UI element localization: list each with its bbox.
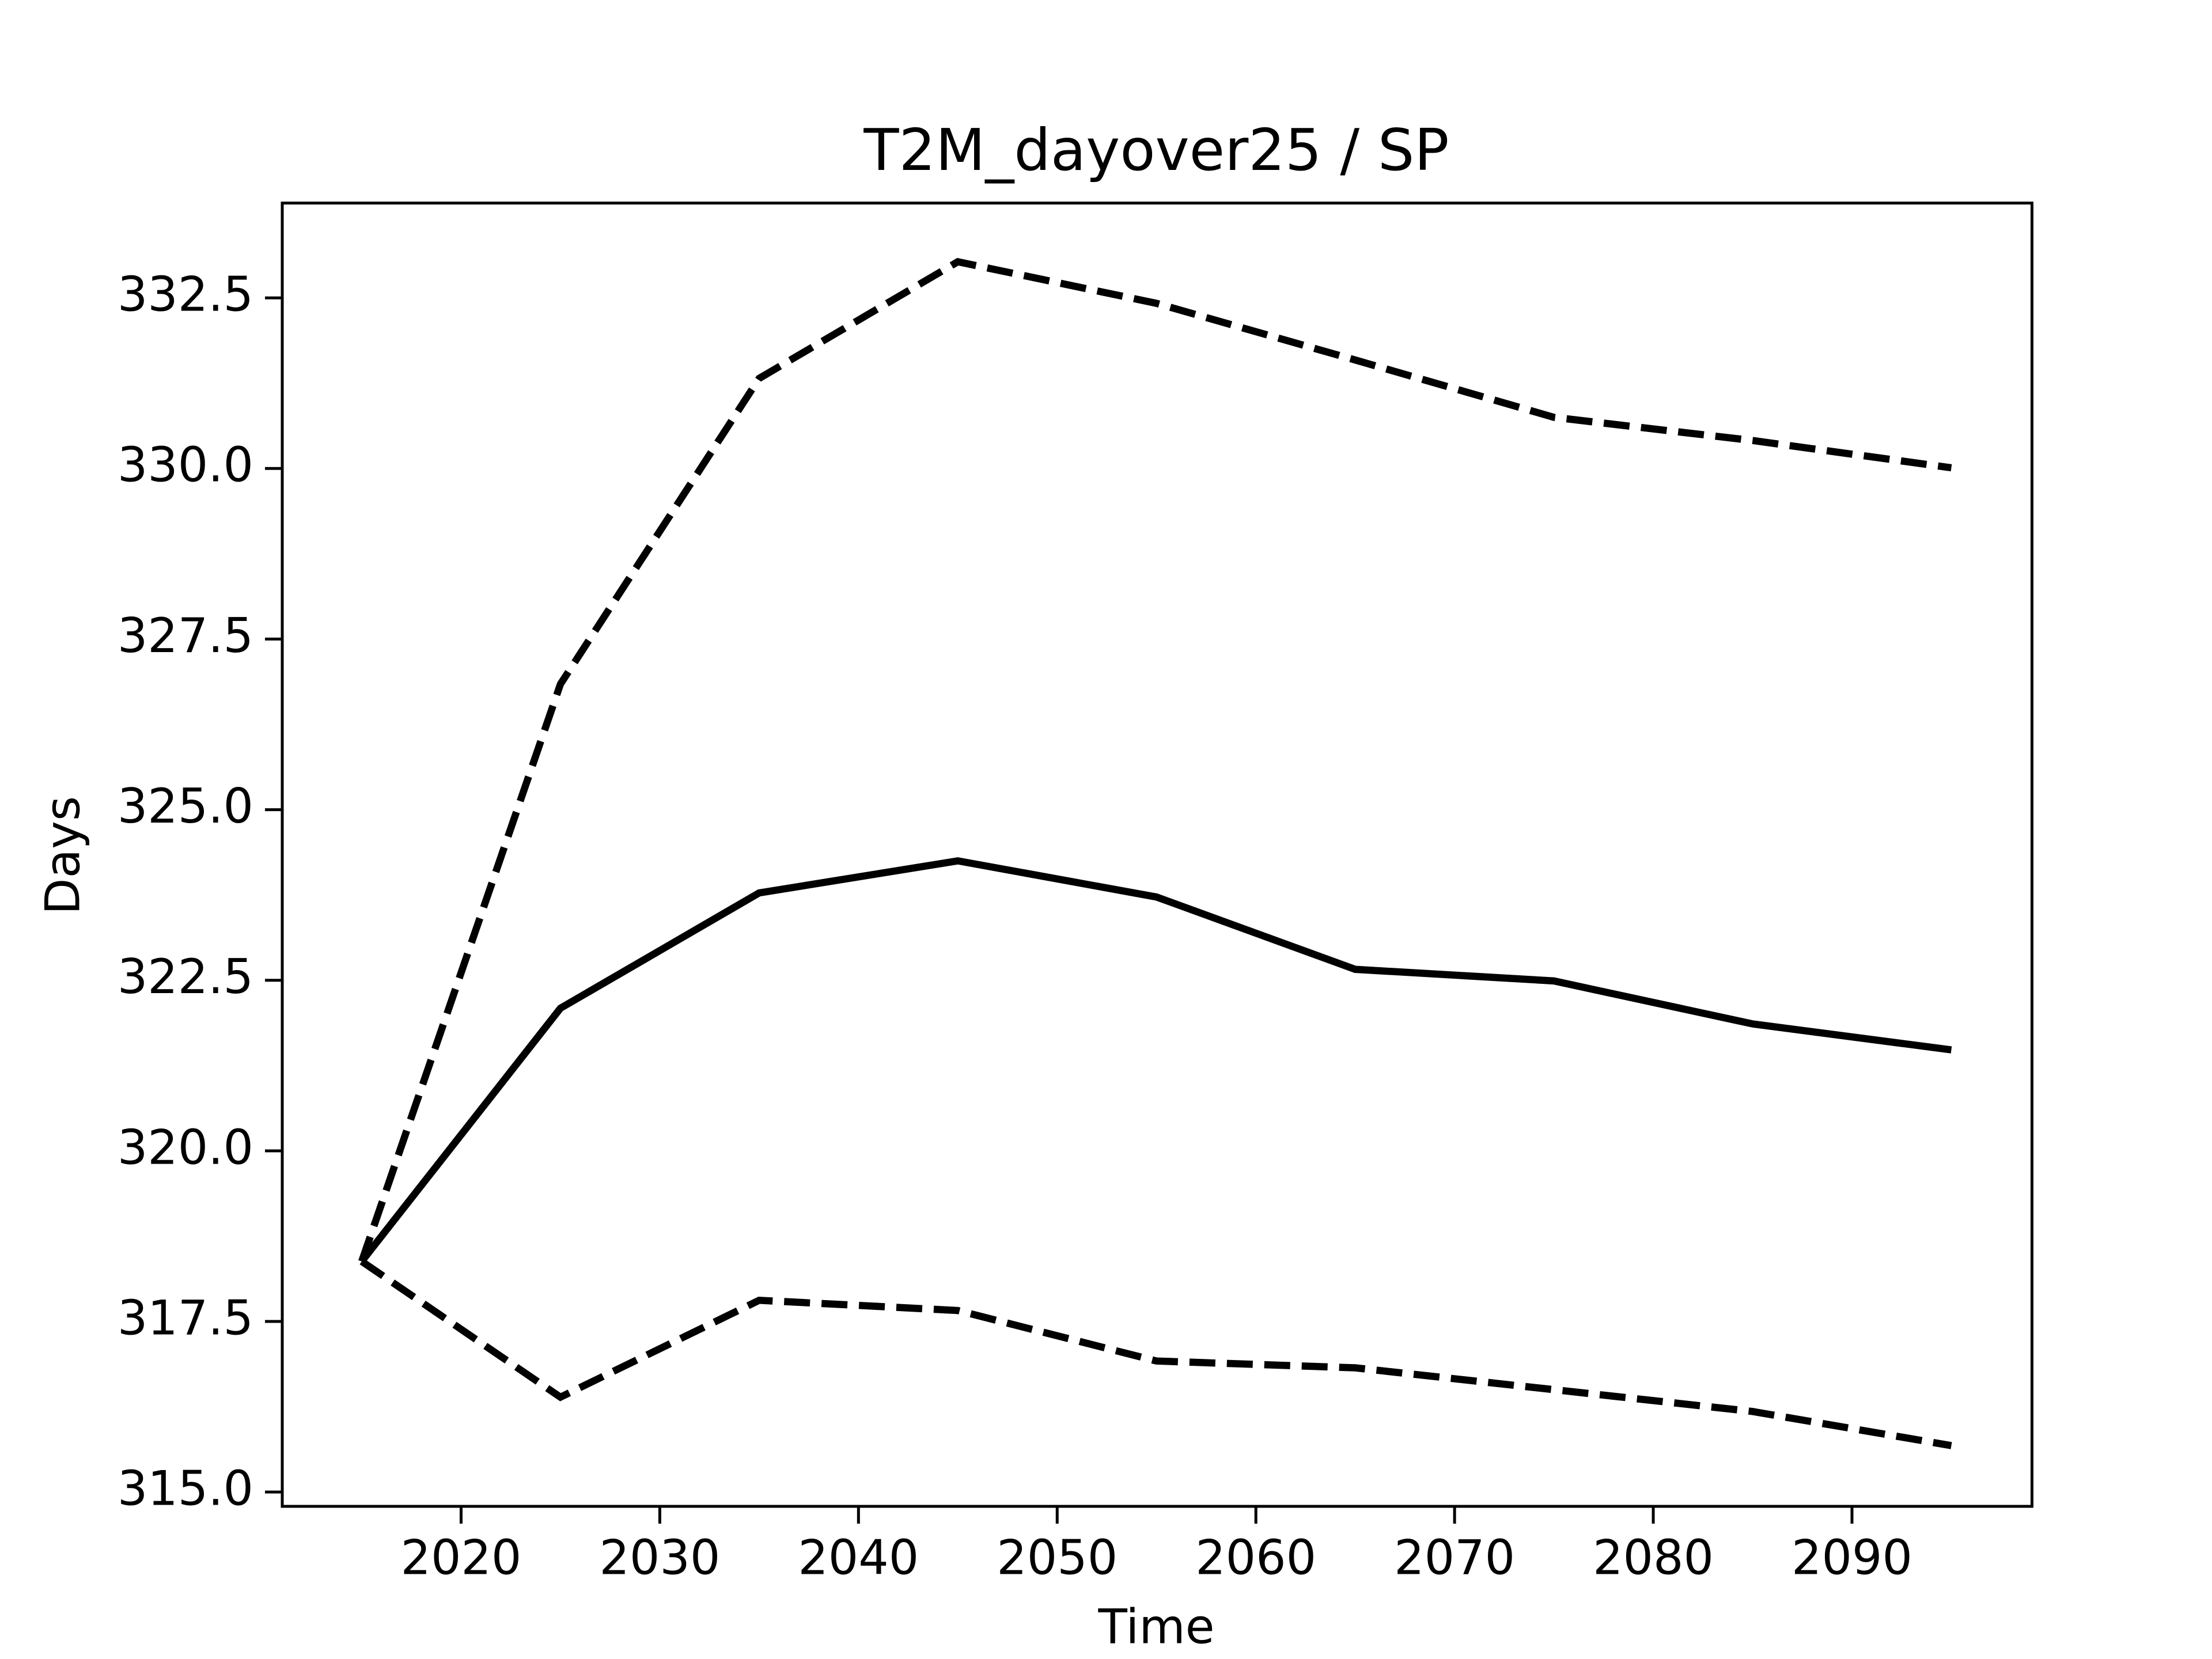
y-tick-label: 325.0 [118,779,253,834]
x-tick-label: 2060 [1195,1530,1316,1585]
x-tick-label: 2090 [1791,1530,1912,1585]
y-tick-label: 317.5 [118,1290,253,1346]
x-tick-label: 2070 [1394,1530,1515,1585]
chart-title: T2M_dayover25 / SP [863,116,1449,184]
y-tick-label: 327.5 [118,608,253,664]
y-tick-label: 332.5 [118,267,253,323]
y-tick-label: 322.5 [118,949,253,1005]
x-tick-label: 2030 [599,1530,720,1585]
y-tick-label: 320.0 [118,1120,253,1175]
y-tick-label: 330.0 [118,438,253,493]
x-tick-label: 2020 [400,1530,521,1585]
series-line [359,1258,1952,1449]
y-tick-label: 315.0 [118,1461,253,1517]
x-tick-label: 2080 [1593,1530,1714,1585]
plot-frame [281,202,2033,1508]
x-tick-label: 2040 [798,1530,919,1585]
series-line [358,257,1952,1263]
series-line [359,857,1952,1264]
y-axis-label: Days [35,796,90,915]
x-axis-label: Time [1098,1599,1215,1654]
x-tick-label: 2050 [997,1530,1118,1585]
